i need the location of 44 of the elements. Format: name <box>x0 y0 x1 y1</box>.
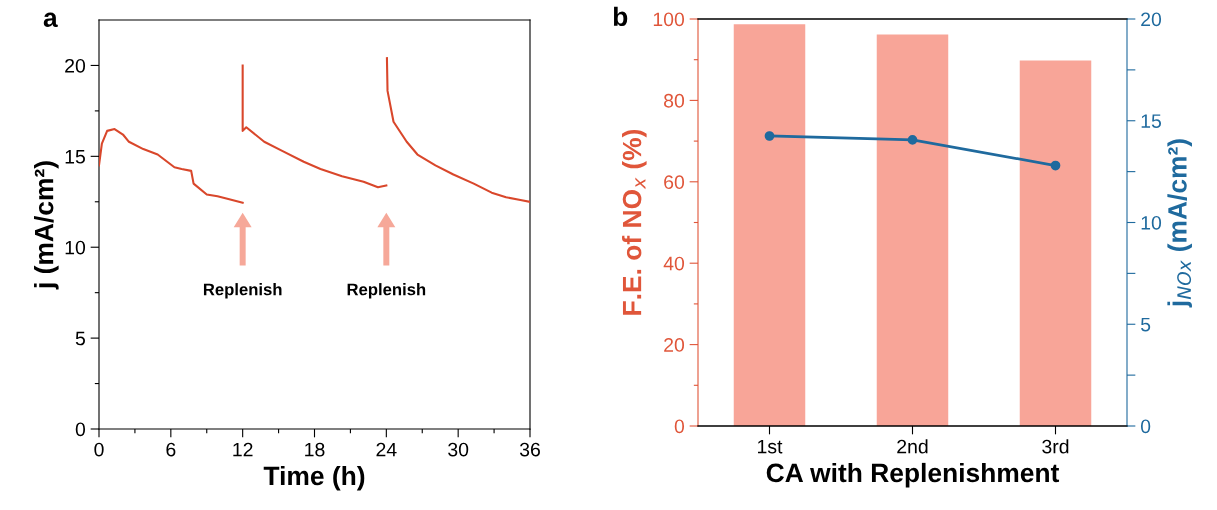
y-tick-label: 20 <box>65 58 86 73</box>
point <box>764 131 775 141</box>
y2-tick-label: 10 <box>1141 215 1162 230</box>
y2-tick-label: 20 <box>1141 12 1162 27</box>
x-tick-label: 18 <box>305 442 325 457</box>
x-tick-label: 24 <box>376 442 397 457</box>
y2-axis-title: j$_{NOx}$ (mA/cm²) <box>1167 139 1192 308</box>
point <box>1050 160 1061 171</box>
point <box>907 135 918 145</box>
x-tick-label: 0 <box>94 442 104 457</box>
y-tick-label: 20 <box>664 338 685 352</box>
bar <box>733 24 806 426</box>
x-axis-title: CA with Replenishment <box>766 462 1060 488</box>
y-tick-label: 100 <box>653 12 685 27</box>
x-tick-label: 2nd <box>897 439 928 454</box>
x-axis-title: Time (h) <box>263 465 365 491</box>
x-tick-label: 30 <box>448 442 469 457</box>
y-tick-label: 0 <box>75 422 86 437</box>
y-tick-label: 60 <box>664 175 685 190</box>
text: a <box>43 12 58 28</box>
bar <box>876 34 949 426</box>
y-axis-title: F.E. of NO$_{x}$ (%) <box>622 129 647 315</box>
y-tick-label: 0 <box>674 419 685 434</box>
y-tick-label: 80 <box>664 93 685 108</box>
annotation: Replenish <box>203 283 282 299</box>
y-tick-label: 40 <box>663 256 685 271</box>
x-tick-label: 36 <box>519 442 540 457</box>
y-axis-title: j (mA/cm²) <box>34 161 59 290</box>
annotation: Replenish <box>347 283 426 299</box>
y2-tick-label: 15 <box>1141 114 1162 128</box>
text: b <box>613 6 628 27</box>
x-tick-label: 6 <box>166 442 176 457</box>
x-tick-label: 3rd <box>1042 439 1069 454</box>
line-series <box>385 57 530 203</box>
line-series <box>99 128 244 204</box>
y2-tick-label: 5 <box>1140 317 1151 332</box>
x-tick-label: 1st <box>758 439 783 454</box>
y-tick-label: 15 <box>65 150 85 164</box>
y-tick-label: 10 <box>65 240 86 255</box>
bar <box>1019 60 1092 426</box>
y-tick-label: 5 <box>75 331 85 346</box>
x-tick-label: 12 <box>233 442 253 457</box>
y2-tick-label: 0 <box>1140 419 1151 434</box>
line-series <box>241 64 388 189</box>
